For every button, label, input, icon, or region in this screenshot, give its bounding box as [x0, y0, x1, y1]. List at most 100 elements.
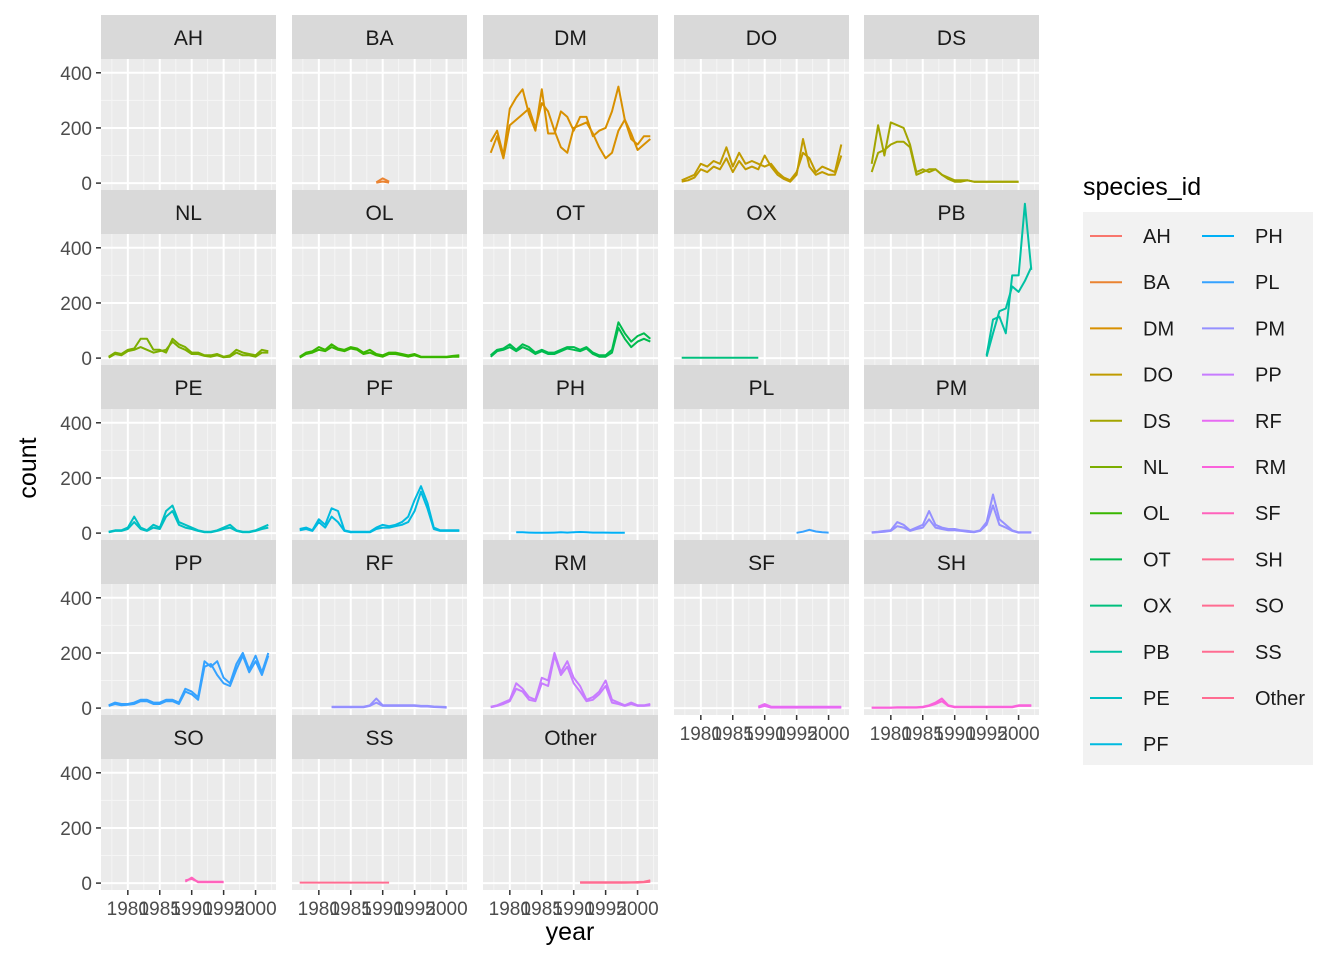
facet-PE: PE 0 200 400 [60, 365, 276, 545]
x-tick-label: 1985 [139, 899, 181, 920]
legend-item-OT: OT [1085, 541, 1171, 578]
y-tick-label: 400 [60, 414, 92, 435]
y-tick-label: 400 [60, 64, 92, 85]
facet-strip [674, 365, 849, 409]
series-line-DM-2 [489, 102, 651, 160]
x-tick-label: 1995 [775, 724, 817, 745]
legend-item-DM: DM [1085, 310, 1174, 347]
panel-background [101, 409, 276, 540]
facet-strip [483, 15, 658, 59]
y-tick-label: 0 [81, 874, 92, 895]
x-tick-label: 1990 [362, 899, 404, 920]
facet-strip [483, 715, 658, 759]
legend-label: PB [1143, 642, 1170, 664]
facet-BA: BA [292, 15, 467, 190]
series-line-PP-1 [108, 651, 270, 707]
legend-item-PH: PH [1197, 218, 1283, 254]
facet-PB: PB [864, 190, 1039, 365]
facet-DO: DO [674, 15, 849, 190]
legend-label: PP [1255, 365, 1282, 387]
legend-item-SS: SS [1197, 633, 1282, 670]
series-line-PM-1 [871, 493, 1032, 534]
y-tick-label: 200 [60, 469, 92, 490]
facet-strip-label: OL [365, 202, 393, 225]
facet-strip [674, 190, 849, 234]
facet-strip [292, 190, 467, 234]
legend-label: SH [1255, 549, 1283, 571]
panel-background [483, 409, 658, 540]
x-tick-label: 1980 [870, 724, 912, 745]
legend-label: RM [1255, 457, 1286, 479]
facet-OT: OT [483, 190, 658, 365]
panel-background [101, 234, 276, 365]
series-line-OT-2 [490, 326, 651, 358]
x-tick-label: 1990 [171, 899, 213, 920]
legend-label: SF [1255, 503, 1281, 525]
series-line-DO-1 [681, 144, 843, 182]
series-line-NL-1 [108, 337, 269, 358]
legend-background [1083, 212, 1313, 765]
facet-strip [483, 365, 658, 409]
legend-item-SO: SO [1197, 587, 1284, 624]
series-line-SO-2 [184, 876, 224, 884]
legend-label: PF [1143, 734, 1169, 756]
legend-item-NL: NL [1085, 449, 1169, 485]
legend-item-DS: DS [1085, 402, 1171, 439]
facet-DM: DM [483, 15, 658, 190]
series-line-SF-2 [758, 704, 842, 709]
facet-strip [101, 190, 276, 234]
facet-strip [292, 15, 467, 59]
legend-label: DS [1143, 411, 1171, 433]
series-line-PE-2 [108, 510, 269, 534]
facet-strip-label: PL [749, 377, 775, 400]
legend-item-SH: SH [1197, 541, 1283, 578]
x-tick-label: 1995 [202, 899, 244, 920]
facet-PF: PF [292, 365, 467, 540]
series-line-PL-1 [796, 528, 829, 534]
legend-label: OT [1143, 549, 1171, 571]
facet-strip [101, 540, 276, 584]
facet-strip-label: RF [366, 552, 394, 575]
series-line-PP-2 [108, 654, 270, 707]
legend-item-DO: DO [1085, 356, 1173, 393]
facet-strip-label: PP [174, 552, 202, 575]
panel-background [292, 234, 467, 365]
legend-item-PM: PM [1197, 310, 1285, 347]
legend-label: BA [1143, 272, 1170, 294]
legend-label: SS [1255, 642, 1282, 664]
series-line-SH-2 [871, 700, 1032, 709]
y-tick-label: 200 [60, 119, 92, 140]
facet-strip-label: DO [746, 27, 778, 50]
facet-OX: OX [674, 190, 849, 365]
facet-strip-label: Other [544, 727, 597, 750]
facet-strip-label: DM [554, 27, 587, 50]
facet-RM: RM [483, 540, 658, 715]
legend-item-Other: Other [1197, 680, 1305, 716]
series-line-DM-1 [489, 85, 651, 157]
legend-item-OL: OL [1085, 495, 1170, 532]
facet-strip [101, 365, 276, 409]
legend-label: PE [1143, 688, 1170, 710]
facet-RF: RF [292, 540, 467, 715]
series-line-RM-2 [490, 654, 651, 709]
facet-OL: OL [292, 190, 467, 365]
facet-PM: PM [864, 365, 1039, 540]
x-tick-label: 1995 [584, 899, 626, 920]
x-tick-label: 2000 [425, 899, 467, 920]
x-tick-label: 1985 [902, 724, 944, 745]
panel-background [674, 409, 849, 540]
panel-background [864, 409, 1039, 540]
legend-item-BA: BA [1085, 264, 1170, 301]
x-tick-label: 1985 [712, 724, 754, 745]
facet-AH: AH 0 200 400 [60, 15, 276, 195]
legend-item-AH: AH [1085, 218, 1171, 254]
series-line-PB-1 [985, 202, 1033, 356]
legend-item-PE: PE [1085, 680, 1170, 716]
facet-strip [864, 540, 1039, 584]
facet-strip [674, 540, 849, 584]
series-line-PM-2 [871, 504, 1032, 534]
